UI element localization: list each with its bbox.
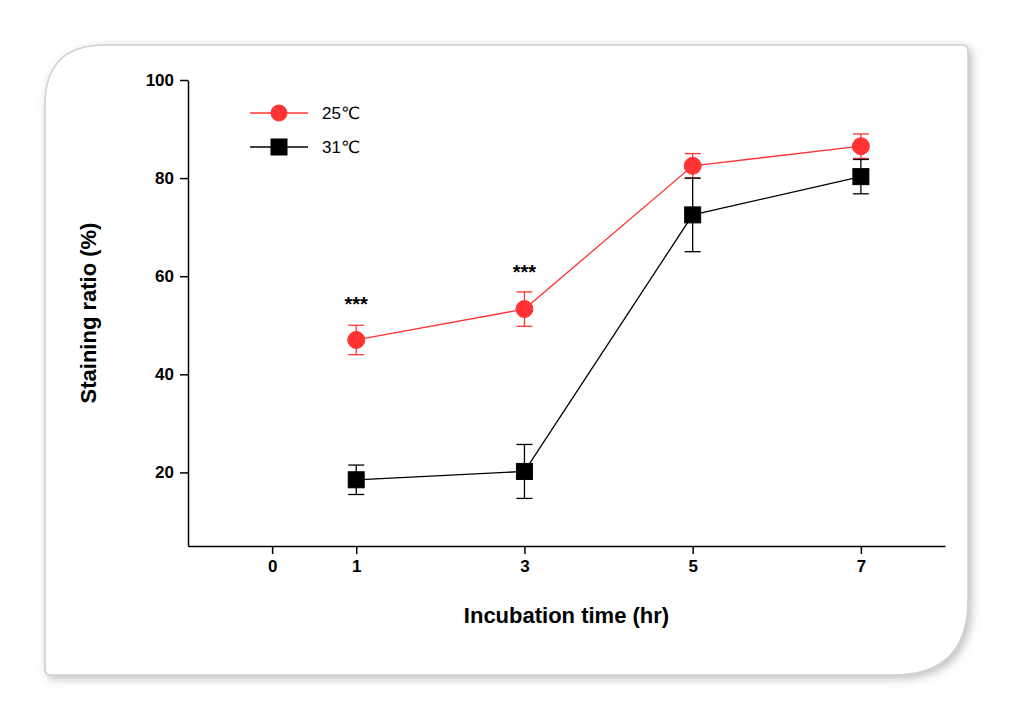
- error-bar: [853, 134, 869, 159]
- y-tick-mark: [180, 374, 188, 376]
- error-bar: [685, 178, 701, 252]
- legend-entry: 31℃: [250, 138, 360, 157]
- y-tick-mark: [180, 276, 188, 278]
- error-bar-cap: [516, 326, 532, 327]
- chart-svg: 0 1 3 5 7 20 40 60 80 100 Incubation time (hr) Stai…: [0, 0, 1012, 718]
- y-tick: 100: [146, 71, 188, 90]
- data-point: [684, 157, 701, 174]
- x-tick: 3: [520, 546, 529, 576]
- x-tick-mark: [272, 546, 274, 554]
- x-tick-label: 0: [268, 557, 277, 576]
- error-bar: [853, 159, 869, 193]
- error-bar: [685, 154, 701, 179]
- x-tick: 0: [268, 546, 277, 576]
- series-line: [356, 177, 861, 480]
- y-tick-mark: [180, 472, 188, 474]
- error-bar-cap: [348, 494, 364, 495]
- annotation: ***: [513, 261, 537, 283]
- x-axis: 0 1 3 5 7: [189, 546, 946, 576]
- y-tick-mark: [180, 178, 188, 180]
- error-bar: [348, 465, 364, 494]
- x-tick: 5: [688, 546, 697, 576]
- y-tick-label: 60: [155, 267, 174, 286]
- x-tick-label: 3: [520, 557, 529, 576]
- y-tick: 80: [155, 169, 188, 188]
- error-bar: [516, 292, 532, 326]
- data-point: [516, 301, 533, 318]
- x-axis-line: [189, 546, 946, 548]
- y-tick-mark: [180, 80, 188, 82]
- x-tick-mark: [692, 546, 694, 554]
- x-tick: 1: [352, 546, 361, 576]
- error-bar-cap: [516, 444, 532, 445]
- error-bar: [348, 325, 364, 354]
- x-tick-mark: [524, 546, 526, 554]
- error-bar-cap: [348, 464, 364, 465]
- y-tick: 40: [155, 365, 188, 384]
- y-axis-title: Staining ratio (%): [76, 223, 101, 404]
- x-tick-mark: [356, 546, 358, 554]
- x-tick-label: 7: [857, 557, 866, 576]
- error-bar-cap: [853, 158, 869, 159]
- y-tick-label: 80: [155, 169, 174, 188]
- legend-label: 25℃: [322, 104, 360, 123]
- y-tick-label: 100: [146, 71, 174, 90]
- y-axis: 20 40 60 80 100: [146, 71, 189, 547]
- error-bar-cap: [685, 177, 701, 178]
- y-tick: 60: [155, 267, 188, 286]
- error-bar-cap: [685, 177, 701, 178]
- legend: 25℃ 31℃: [250, 104, 360, 157]
- card-frame: [45, 45, 968, 675]
- legend-entry: 25℃: [250, 104, 360, 123]
- data-point: [348, 331, 365, 348]
- y-tick-label: 40: [155, 365, 174, 384]
- x-axis-title: Incubation time (hr): [464, 603, 669, 628]
- x-tick: 7: [857, 546, 866, 576]
- x-tick-label: 5: [688, 557, 697, 576]
- data-point: [853, 169, 869, 185]
- error-bar-cap: [348, 325, 364, 326]
- error-bar-cap: [853, 133, 869, 134]
- y-tick: 20: [155, 463, 188, 482]
- data-point: [685, 207, 701, 223]
- annotation: ***: [345, 293, 369, 315]
- error-bar-cap: [516, 291, 532, 292]
- error-bar-cap: [853, 193, 869, 194]
- error-bar-cap: [853, 159, 869, 160]
- legend-marker: [271, 105, 287, 121]
- error-bar-cap: [516, 498, 532, 499]
- plot-data: [348, 134, 870, 498]
- data-point: [852, 138, 869, 155]
- error-bar-cap: [685, 251, 701, 252]
- error-bar-cap: [685, 153, 701, 154]
- series: [348, 159, 869, 498]
- x-tick-mark: [861, 546, 863, 554]
- y-axis-line: [188, 81, 190, 547]
- x-tick-label: 1: [352, 557, 361, 576]
- error-bar-cap: [348, 354, 364, 355]
- data-point: [348, 472, 364, 488]
- series: [348, 134, 870, 355]
- data-point: [516, 463, 532, 479]
- legend-marker: [271, 139, 287, 155]
- legend-label: 31℃: [322, 138, 360, 157]
- error-bar: [516, 444, 532, 498]
- series-line: [356, 146, 861, 340]
- y-tick-label: 20: [155, 463, 174, 482]
